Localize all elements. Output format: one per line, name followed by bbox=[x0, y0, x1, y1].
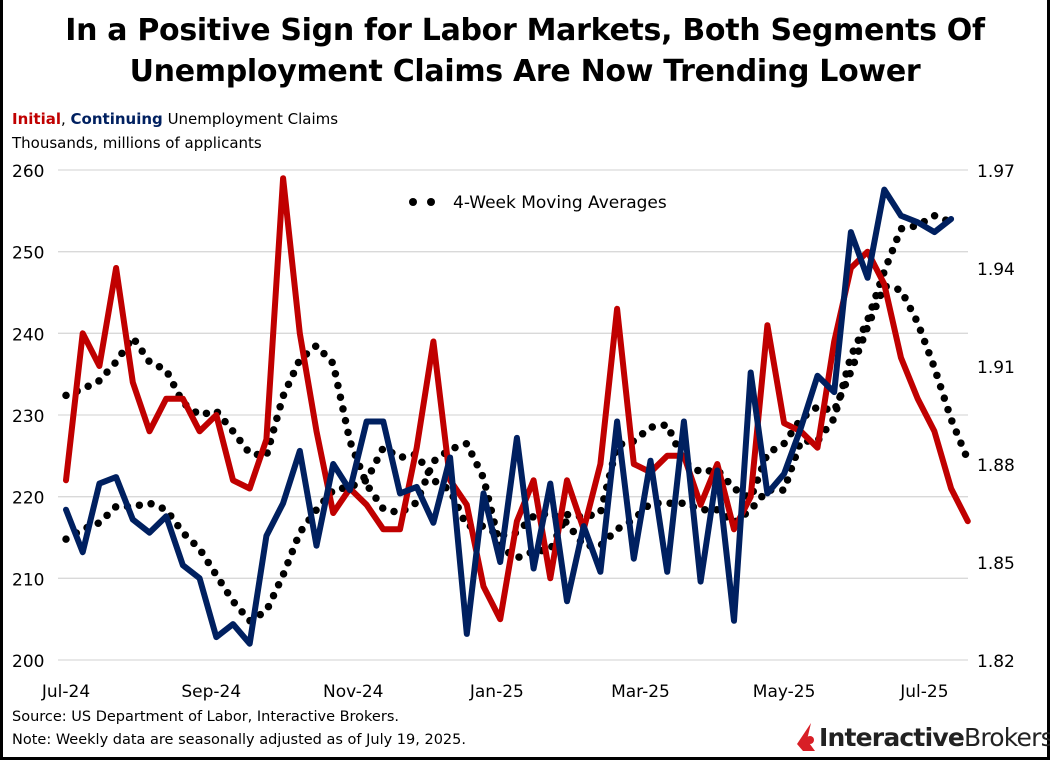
continuing-claims-line bbox=[63, 186, 955, 647]
y-right-tick-label: 1.82 bbox=[977, 652, 1015, 672]
data-note: Note: Weekly data are seasonally adjuste… bbox=[12, 732, 466, 748]
x-tick-label: Jul-25 bbox=[899, 682, 948, 702]
subtitle-rest: Unemployment Claims bbox=[167, 110, 339, 128]
ib-logo-icon bbox=[797, 723, 815, 751]
x-tick-label: Jul-24 bbox=[41, 682, 90, 702]
logo-text-bold: Interactive bbox=[819, 722, 965, 752]
interactive-brokers-logo: Interactive Brokers bbox=[795, 722, 1050, 752]
initial-claims-line bbox=[63, 175, 971, 623]
legend-dot-icon bbox=[409, 198, 417, 206]
x-tick-label: May-25 bbox=[753, 682, 816, 702]
subtitle-continuing: Continuing bbox=[70, 110, 163, 128]
source-note: Source: US Department of Labor, Interact… bbox=[12, 709, 399, 725]
y-left-tick-label: 260 bbox=[12, 162, 44, 182]
y-left-tick-label: 220 bbox=[12, 489, 44, 509]
x-tick-label: Nov-24 bbox=[323, 682, 384, 702]
legend-dot-icon bbox=[427, 198, 435, 206]
subtitle-initial: Initial bbox=[12, 110, 61, 128]
x-tick-label: Jan-25 bbox=[469, 682, 524, 702]
y-right-tick-label: 1.88 bbox=[977, 456, 1015, 476]
x-tick-label: Mar-25 bbox=[611, 682, 670, 702]
title-line-1: In a Positive Sign for Labor Markets, Bo… bbox=[65, 13, 985, 48]
logo-text-regular: Brokers bbox=[964, 722, 1050, 752]
y-right-tick-label: 1.94 bbox=[977, 260, 1015, 280]
y-right-tick-label: 1.85 bbox=[977, 554, 1015, 574]
title-line-2: Unemployment Claims Are Now Trending Low… bbox=[129, 54, 921, 89]
y-left-tick-label: 250 bbox=[12, 244, 44, 264]
y-left-tick-label: 240 bbox=[12, 325, 44, 345]
legend-label: 4-Week Moving Averages bbox=[453, 193, 667, 213]
chart-subtitle: Initial, Continuing Unemployment Claims bbox=[12, 110, 338, 128]
y-right-tick-label: 1.97 bbox=[977, 162, 1015, 182]
y-left-tick-label: 210 bbox=[12, 570, 44, 590]
x-tick-label: Sep-24 bbox=[181, 682, 241, 702]
units-label: Thousands, millions of applicants bbox=[12, 134, 262, 152]
chart-title: In a Positive Sign for Labor Markets, Bo… bbox=[0, 10, 1050, 92]
continuing-moving-average-line bbox=[62, 211, 955, 626]
y-right-tick-label: 1.91 bbox=[977, 358, 1015, 378]
y-left-tick-label: 230 bbox=[12, 407, 44, 427]
y-left-tick-label: 200 bbox=[12, 652, 44, 672]
initial-moving-average-line bbox=[62, 281, 972, 563]
subtitle-separator: , bbox=[60, 110, 66, 128]
